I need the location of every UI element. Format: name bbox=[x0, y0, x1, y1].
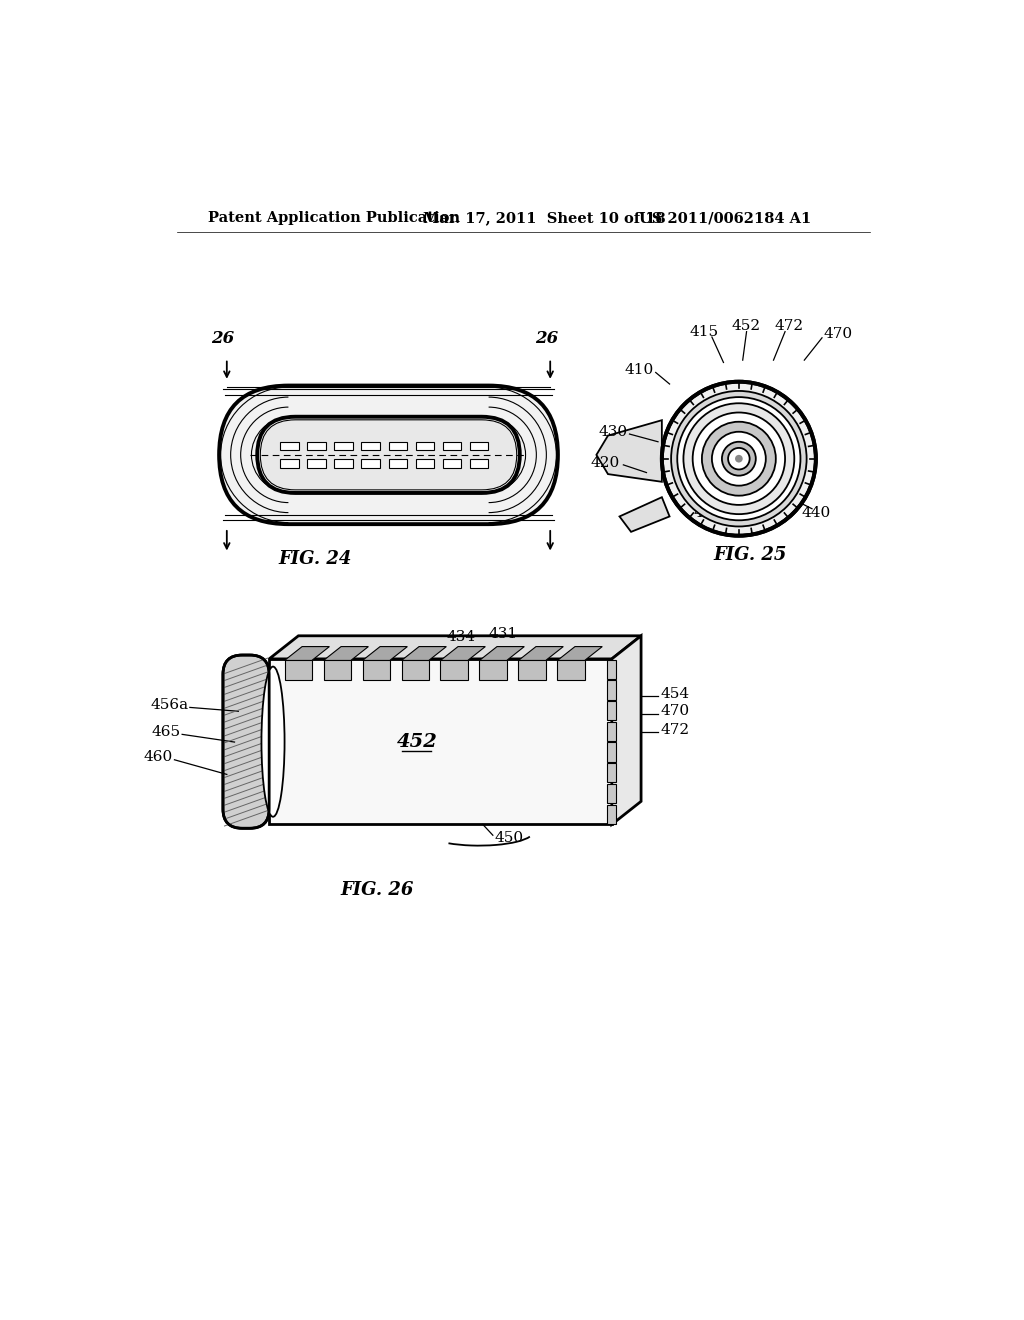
Polygon shape bbox=[620, 498, 670, 532]
Text: 425: 425 bbox=[693, 506, 723, 520]
Bar bbox=[388, 459, 407, 469]
Text: 456a: 456a bbox=[151, 698, 188, 711]
Bar bbox=[335, 459, 353, 469]
FancyBboxPatch shape bbox=[257, 417, 520, 492]
Bar bbox=[307, 442, 326, 450]
Text: 452: 452 bbox=[732, 319, 761, 333]
Polygon shape bbox=[269, 636, 641, 659]
Text: FIG. 26: FIG. 26 bbox=[340, 880, 414, 899]
Polygon shape bbox=[362, 647, 408, 660]
Polygon shape bbox=[557, 647, 602, 660]
Bar bbox=[362, 660, 390, 680]
Text: 431: 431 bbox=[488, 627, 517, 642]
Bar bbox=[470, 459, 488, 469]
Bar bbox=[607, 722, 616, 741]
Bar bbox=[269, 659, 611, 825]
Bar bbox=[607, 660, 616, 678]
Bar bbox=[607, 742, 616, 762]
Bar bbox=[416, 459, 434, 469]
Polygon shape bbox=[518, 647, 563, 660]
Bar bbox=[442, 442, 461, 450]
Circle shape bbox=[671, 391, 807, 527]
Polygon shape bbox=[440, 647, 485, 660]
Text: US 2011/0062184 A1: US 2011/0062184 A1 bbox=[639, 211, 811, 226]
Text: 470: 470 bbox=[660, 705, 689, 718]
Text: 410: 410 bbox=[625, 363, 654, 378]
Polygon shape bbox=[479, 647, 524, 660]
Circle shape bbox=[712, 432, 766, 486]
Text: Patent Application Publication: Patent Application Publication bbox=[208, 211, 460, 226]
FancyBboxPatch shape bbox=[219, 385, 558, 524]
Bar bbox=[607, 784, 616, 803]
Bar bbox=[607, 763, 616, 783]
Text: 472: 472 bbox=[660, 723, 689, 737]
Bar bbox=[324, 660, 351, 680]
FancyBboxPatch shape bbox=[223, 655, 269, 829]
Bar bbox=[281, 442, 299, 450]
Text: Mar. 17, 2011  Sheet 10 of 18: Mar. 17, 2011 Sheet 10 of 18 bbox=[423, 211, 666, 226]
Text: 415: 415 bbox=[689, 325, 719, 339]
Bar bbox=[607, 680, 616, 700]
Bar bbox=[479, 660, 507, 680]
FancyBboxPatch shape bbox=[260, 420, 517, 490]
Bar bbox=[307, 459, 326, 469]
Circle shape bbox=[735, 455, 742, 462]
Bar bbox=[335, 442, 353, 450]
Polygon shape bbox=[401, 647, 446, 660]
Polygon shape bbox=[611, 636, 641, 825]
Text: 465: 465 bbox=[152, 725, 180, 739]
Polygon shape bbox=[596, 420, 662, 482]
Bar bbox=[557, 660, 585, 680]
Text: 430: 430 bbox=[598, 425, 628, 438]
Text: 452: 452 bbox=[397, 733, 438, 751]
Circle shape bbox=[662, 381, 816, 536]
Bar bbox=[361, 459, 380, 469]
Circle shape bbox=[677, 397, 801, 520]
Text: 434: 434 bbox=[446, 631, 475, 644]
Bar bbox=[388, 442, 407, 450]
Text: 454: 454 bbox=[660, 686, 689, 701]
Bar bbox=[470, 442, 488, 450]
Text: 472: 472 bbox=[774, 319, 804, 333]
Bar bbox=[440, 660, 468, 680]
Text: FIG. 25: FIG. 25 bbox=[714, 546, 787, 564]
Bar bbox=[442, 459, 461, 469]
Circle shape bbox=[701, 422, 776, 496]
Text: 26: 26 bbox=[535, 330, 558, 347]
Polygon shape bbox=[324, 647, 369, 660]
Circle shape bbox=[692, 412, 785, 506]
Text: 470: 470 bbox=[823, 327, 853, 341]
Text: 450: 450 bbox=[495, 830, 523, 845]
Text: 440: 440 bbox=[801, 506, 830, 520]
Polygon shape bbox=[285, 647, 330, 660]
Bar bbox=[518, 660, 546, 680]
Text: 420: 420 bbox=[590, 455, 620, 470]
Bar bbox=[607, 804, 616, 824]
Bar bbox=[361, 442, 380, 450]
Ellipse shape bbox=[261, 667, 285, 817]
Text: 26: 26 bbox=[211, 330, 234, 347]
Bar bbox=[285, 660, 312, 680]
Circle shape bbox=[683, 404, 795, 513]
Bar bbox=[281, 459, 299, 469]
Bar bbox=[401, 660, 429, 680]
Text: 460: 460 bbox=[143, 751, 173, 764]
Bar bbox=[607, 701, 616, 721]
Text: FIG. 24: FIG. 24 bbox=[279, 550, 352, 568]
Circle shape bbox=[722, 442, 756, 475]
Circle shape bbox=[728, 447, 750, 470]
Bar bbox=[416, 442, 434, 450]
